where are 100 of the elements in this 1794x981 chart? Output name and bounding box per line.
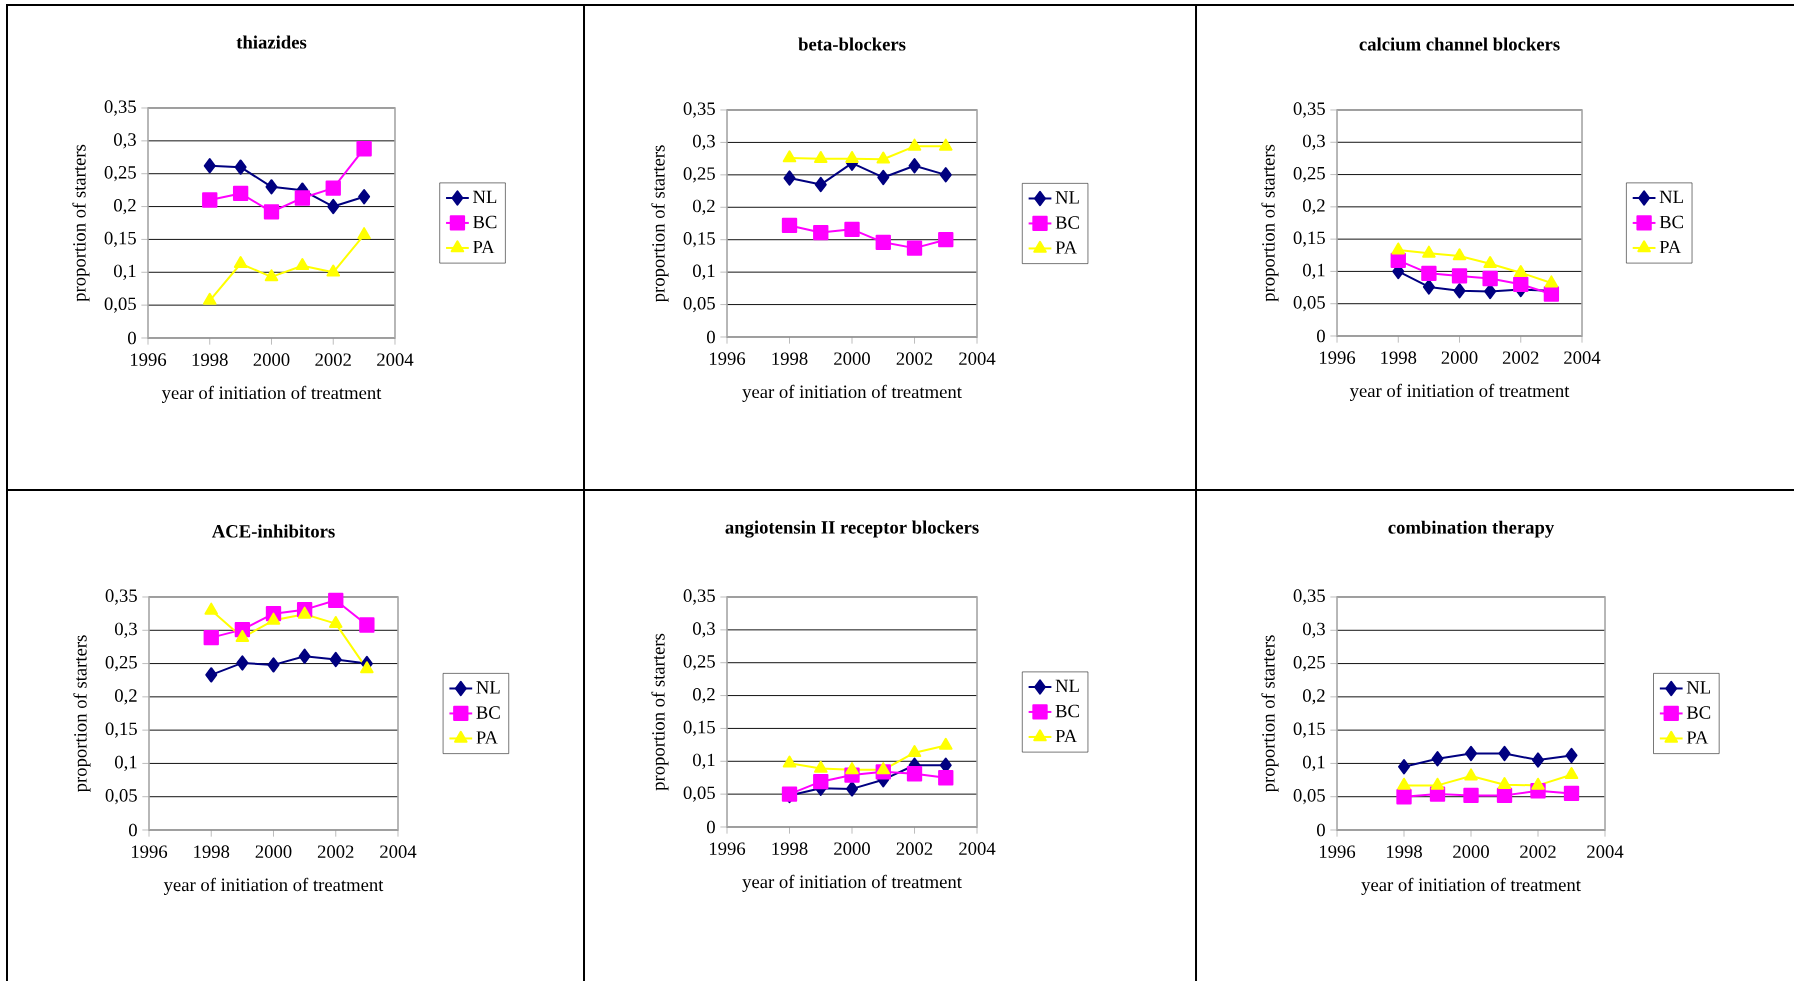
y-tick-label: 0,2	[693, 687, 715, 704]
y-tick-label: 0,25	[105, 655, 137, 672]
y-tick-label: 0,05	[683, 786, 715, 802]
x-tick-label: 1996	[709, 842, 746, 855]
y-axis-title: proportion of starters	[72, 144, 90, 302]
y-tick-label: 0,25	[683, 167, 715, 183]
y-axis-title: proportion of starters	[73, 635, 91, 792]
y-axis-title: proportion of starters	[1261, 144, 1279, 302]
legend-label: BC	[473, 215, 497, 229]
y-tick-label: 0,3	[693, 134, 715, 151]
y-tick-label: 0,05	[105, 789, 137, 805]
legend-label: PA	[473, 240, 495, 254]
chart-title: ACE-inhibitors	[211, 524, 335, 538]
x-tick-label: 2000	[1453, 845, 1489, 858]
x-tick-label: 1998	[1381, 351, 1417, 364]
y-tick-label: 0,1	[1303, 263, 1325, 280]
y-tick-label: 0,2	[115, 689, 137, 705]
x-tick-label: 2004	[959, 842, 996, 855]
y-axis-title: proportion of starters	[651, 633, 669, 791]
y-axis-title: proportion of starters	[651, 145, 669, 302]
x-tick-label: 2002	[315, 353, 351, 366]
y-tick-label: 0,25	[1293, 655, 1325, 672]
x-tick-label: 1996	[1319, 351, 1356, 364]
y-tick-label: 0,1	[1303, 755, 1325, 772]
legend-label: BC	[1686, 706, 1711, 719]
x-tick-label: 2000	[255, 845, 292, 858]
legend-label: NL	[1055, 191, 1079, 204]
x-tick-label: 2004	[1587, 845, 1624, 858]
y-tick-label: 0,3	[115, 622, 137, 638]
y-tick-label: 0,2	[1303, 199, 1325, 215]
y-tick-label: 0,05	[104, 297, 136, 313]
y-tick-label: 0,15	[1293, 231, 1325, 247]
legend-label: BC	[1055, 216, 1079, 229]
x-tick-label: 1996	[130, 353, 167, 366]
y-tick-label: 0,3	[1303, 134, 1325, 150]
legend-label: PA	[1055, 241, 1078, 254]
y-tick-label: 0,35	[1293, 102, 1325, 118]
legend-label: PA	[1659, 240, 1682, 254]
y-tick-label: 0,3	[693, 622, 715, 638]
x-tick-label: 1996	[1319, 845, 1356, 858]
y-tick-label: 0	[129, 823, 137, 837]
x-tick-label: 2000	[253, 353, 290, 366]
y-tick-label: 0,3	[1303, 622, 1325, 638]
y-tick-label: 0,35	[104, 100, 136, 116]
y-tick-label: 0,1	[693, 753, 715, 769]
x-axis-title: year of initiation of treatment	[742, 874, 962, 892]
x-tick-label: 2004	[1564, 351, 1601, 364]
y-tick-label: 0,05	[1293, 296, 1325, 312]
x-tick-label: 1998	[772, 842, 808, 855]
x-tick-label: 2002	[896, 842, 933, 855]
x-tick-label: 2002	[1502, 351, 1539, 364]
y-tick-label: 0,35	[683, 102, 715, 118]
y-tick-label: 0	[707, 820, 715, 834]
legend-label: BC	[1055, 704, 1079, 718]
x-tick-label: 1996	[131, 845, 168, 858]
y-tick-label: 0,15	[1293, 722, 1325, 738]
x-tick-label: 2002	[1520, 845, 1556, 858]
x-tick-label: 2000	[834, 352, 870, 365]
y-tick-label: 0,1	[115, 755, 137, 772]
y-tick-label: 0,25	[104, 166, 136, 182]
y-tick-label: 0,35	[105, 589, 137, 605]
y-tick-label: 0,15	[683, 720, 715, 737]
chart-title: combination therapy	[1388, 520, 1555, 538]
y-axis-title: proportion of starters	[1261, 635, 1279, 792]
y-tick-label: 0	[1317, 329, 1325, 343]
y-tick-label: 0,2	[693, 199, 715, 215]
y-tick-label: 0,1	[693, 264, 715, 280]
y-tick-label: 0	[1317, 823, 1325, 837]
legend-label: BC	[476, 706, 500, 719]
y-tick-label: 0,35	[1293, 589, 1325, 605]
legend-label: NL	[473, 190, 497, 204]
legend-label: NL	[1659, 190, 1683, 204]
legend-label: NL	[1055, 679, 1079, 693]
y-tick-label: 0,15	[105, 722, 137, 738]
y-tick-label: 0,2	[114, 198, 136, 215]
x-tick-label: 1998	[194, 845, 230, 858]
x-tick-label: 1998	[1386, 845, 1422, 858]
y-tick-label: 0,3	[114, 133, 136, 149]
y-tick-label: 0,2	[1303, 689, 1325, 705]
legend-label: NL	[1686, 681, 1711, 694]
y-tick-label: 0,05	[1293, 789, 1325, 805]
chart-title: calcium channel blockers	[1359, 37, 1560, 51]
y-tick-label: 0	[128, 331, 136, 345]
x-tick-label: 1998	[772, 352, 808, 365]
y-tick-label: 0,25	[683, 655, 715, 671]
x-axis-title: year of initiation of treatment	[1349, 383, 1570, 401]
x-axis-title: year of initiation of treatment	[742, 384, 962, 402]
legend-label: NL	[476, 681, 500, 694]
y-tick-label: 0,25	[1293, 166, 1325, 183]
x-axis-title: year of initiation of treatment	[163, 877, 384, 895]
x-axis-title: year of initiation of treatment	[161, 385, 382, 403]
y-tick-label: 0,15	[683, 232, 715, 248]
x-tick-label: 2004	[380, 845, 417, 858]
legend-label: PA	[476, 731, 498, 744]
legend-label: PA	[1686, 731, 1709, 744]
y-tick-label: 0,35	[683, 589, 715, 605]
x-tick-label: 1996	[709, 352, 746, 365]
x-tick-label: 1998	[192, 353, 228, 366]
legend-label: PA	[1055, 729, 1078, 743]
x-tick-label: 2000	[834, 842, 870, 855]
